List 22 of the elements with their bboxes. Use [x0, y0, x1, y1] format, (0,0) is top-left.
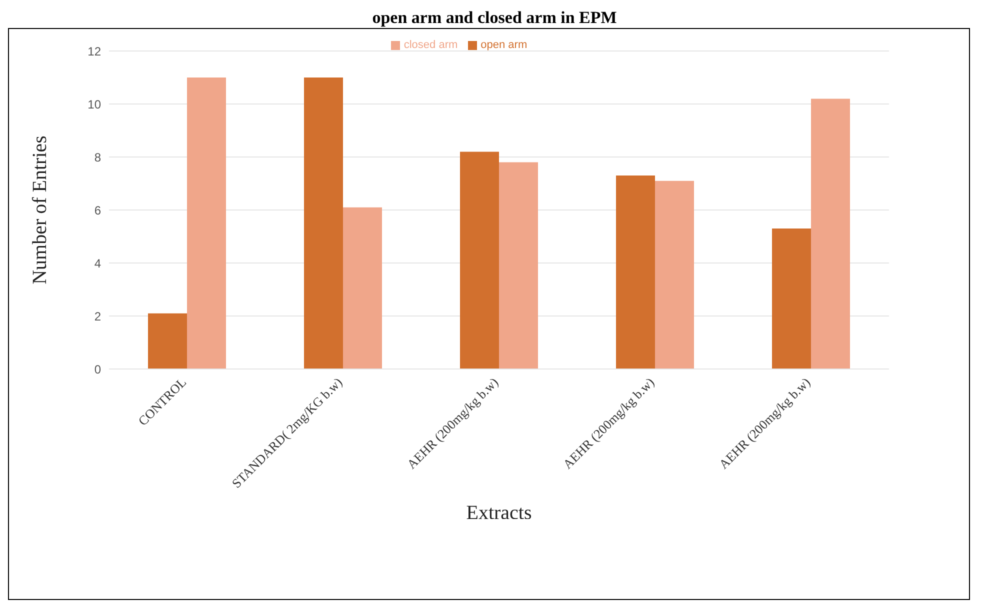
bar: [616, 176, 655, 369]
bar: [343, 207, 382, 369]
y-tick-label: 2: [94, 309, 102, 324]
chart-title: open arm and closed arm in EPM: [371, 8, 618, 28]
bar: [460, 152, 499, 369]
y-tick-label: 10: [88, 97, 102, 112]
y-tick-label: 12: [88, 44, 102, 58]
y-axis-title: Number of Entries: [29, 135, 52, 284]
bar: [304, 78, 343, 369]
bar: [499, 162, 538, 369]
y-tick-label: 0: [94, 362, 102, 376]
y-tick-label: 6: [94, 203, 102, 218]
bar: [772, 228, 811, 369]
bar: [187, 78, 226, 369]
bar: [811, 98, 850, 369]
y-tick-label: 4: [94, 256, 102, 270]
legend-label: open arm: [480, 39, 528, 51]
y-tick-label: 8: [94, 150, 102, 164]
bar: [148, 313, 187, 369]
legend-label: closed arm: [404, 39, 458, 51]
x-axis-title: Extracts: [466, 502, 532, 524]
bar: [655, 180, 694, 369]
